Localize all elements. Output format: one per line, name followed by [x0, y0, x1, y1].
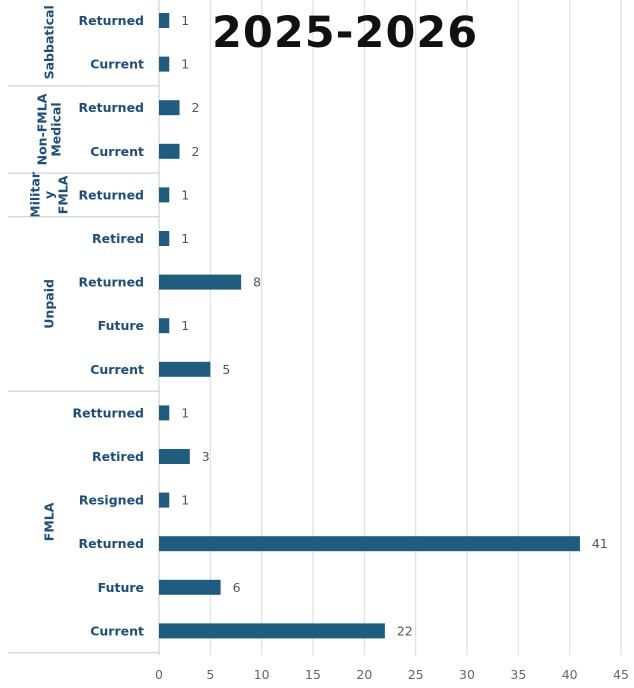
data-label: 6 [233, 580, 241, 595]
group-label: Unpaid [42, 279, 57, 329]
group-label-line: Medical [49, 102, 64, 156]
data-label: 1 [181, 57, 189, 72]
x-tick-label: 5 [206, 667, 214, 682]
data-label: 1 [181, 187, 189, 202]
data-label: 22 [397, 623, 413, 638]
data-label: 8 [253, 275, 261, 290]
category-label: Current [90, 144, 144, 159]
bar [159, 361, 211, 377]
group-label: Sabbatical [42, 5, 57, 79]
category-label: Current [90, 362, 144, 377]
bar [159, 579, 221, 595]
data-label: 1 [181, 405, 189, 420]
group-label: MilitaryFMLA [28, 171, 71, 218]
bar [159, 405, 170, 421]
data-label: 1 [181, 13, 189, 28]
bar [159, 536, 580, 552]
data-label: 1 [181, 318, 189, 333]
chart-title: 2025-2026 [212, 8, 479, 58]
group-label: Non-FMLAMedical [35, 93, 64, 165]
x-tick-label: 20 [356, 667, 372, 682]
x-tick-label: 45 [613, 667, 629, 682]
bar [159, 274, 242, 290]
x-tick-label: 35 [510, 667, 526, 682]
bar [159, 449, 190, 464]
category-label: Future [98, 580, 144, 595]
bar [159, 318, 170, 334]
category-label: Returned [79, 100, 144, 115]
x-tick-label: 10 [254, 667, 270, 682]
category-label: Retired [92, 449, 144, 464]
bar [159, 56, 170, 72]
group-label-line: Militar [28, 171, 43, 218]
bar [159, 143, 180, 159]
group-label-line: Non-FMLA [35, 93, 50, 165]
category-label: Retturned [73, 405, 144, 420]
data-label: 2 [192, 100, 200, 115]
bar [159, 623, 385, 639]
group-label-line: y [42, 191, 57, 199]
category-label: Returned [79, 275, 144, 290]
category-label: Resigned [79, 493, 144, 508]
group-label-line: Unpaid [42, 279, 57, 329]
x-tick-label: 40 [562, 667, 578, 682]
bar [159, 231, 170, 246]
category-label: Current [90, 57, 144, 72]
group-label-line: FMLA [56, 175, 71, 214]
data-label: 1 [181, 231, 189, 246]
x-tick-label: 30 [459, 667, 475, 682]
category-label: Current [90, 623, 144, 638]
category-label: Future [98, 318, 144, 333]
category-label: Returned [79, 13, 144, 28]
category-label: Returned [79, 187, 144, 202]
data-label: 5 [222, 362, 230, 377]
bar [159, 492, 170, 508]
group-label-line: FMLA [42, 502, 57, 541]
data-label: 1 [181, 493, 189, 508]
category-label: Retired [92, 231, 144, 246]
x-tick-label: 15 [305, 667, 321, 682]
data-label: 3 [202, 449, 210, 464]
bar [159, 13, 170, 28]
data-label: 41 [592, 536, 608, 551]
category-label: Returned [79, 536, 144, 551]
x-tick-label: 25 [408, 667, 424, 682]
data-label: 2 [192, 144, 200, 159]
x-tick-label: 0 [155, 667, 163, 682]
bar [159, 100, 180, 116]
bar [159, 187, 170, 203]
group-label: FMLA [42, 502, 57, 541]
group-label-line: Sabbatical [42, 5, 57, 79]
